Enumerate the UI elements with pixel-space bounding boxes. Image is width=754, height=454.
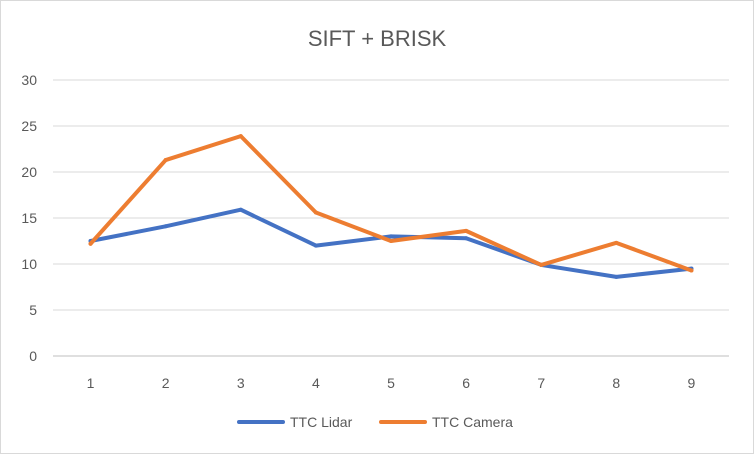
- y-tick-label: 20: [21, 164, 37, 180]
- data-point: [238, 134, 243, 139]
- data-point: [313, 210, 318, 215]
- data-point: [389, 234, 393, 239]
- chart-title: SIFT + BRISK: [308, 26, 447, 51]
- data-point: [464, 236, 469, 241]
- gridlines: [53, 79, 729, 357]
- x-tick-label: 4: [312, 375, 320, 391]
- data-point: [163, 158, 168, 163]
- legend-label: TTC Lidar: [290, 414, 353, 430]
- x-tick-label: 8: [612, 375, 620, 391]
- y-tick-label: 0: [29, 348, 37, 364]
- y-tick-label: 15: [21, 210, 37, 226]
- data-point: [163, 224, 168, 229]
- x-tick-label: 3: [237, 375, 245, 391]
- y-tick-label: 25: [21, 118, 37, 134]
- y-tick-label: 10: [21, 256, 37, 272]
- y-tick-label: 5: [29, 302, 37, 318]
- x-tick-label: 7: [537, 375, 545, 391]
- data-point: [464, 228, 469, 233]
- legend-label: TTC Camera: [432, 414, 513, 430]
- x-tick-label: 1: [87, 375, 95, 391]
- x-tick-label: 9: [688, 375, 696, 391]
- data-point: [238, 207, 243, 212]
- data-point: [689, 268, 694, 273]
- data-point: [614, 240, 619, 245]
- x-tick-label: 6: [462, 375, 470, 391]
- y-tick-label: 30: [21, 72, 37, 88]
- data-point: [313, 243, 318, 248]
- data-point: [614, 274, 619, 279]
- data-point: [389, 239, 393, 243]
- x-axis-ticks: 1 2 3 4 5 6 7 8 9: [87, 375, 696, 391]
- legend: TTC Lidar TTC Camera: [237, 414, 513, 430]
- data-point: [88, 241, 93, 246]
- series-lines: [88, 134, 694, 279]
- x-tick-label: 2: [162, 375, 170, 391]
- x-tick-label: 5: [387, 375, 395, 391]
- data-point: [539, 262, 544, 267]
- y-axis-ticks: 0 5 10 15 20 25 30: [21, 72, 37, 364]
- series-line-1: [88, 207, 694, 279]
- series-line-2: [88, 134, 694, 273]
